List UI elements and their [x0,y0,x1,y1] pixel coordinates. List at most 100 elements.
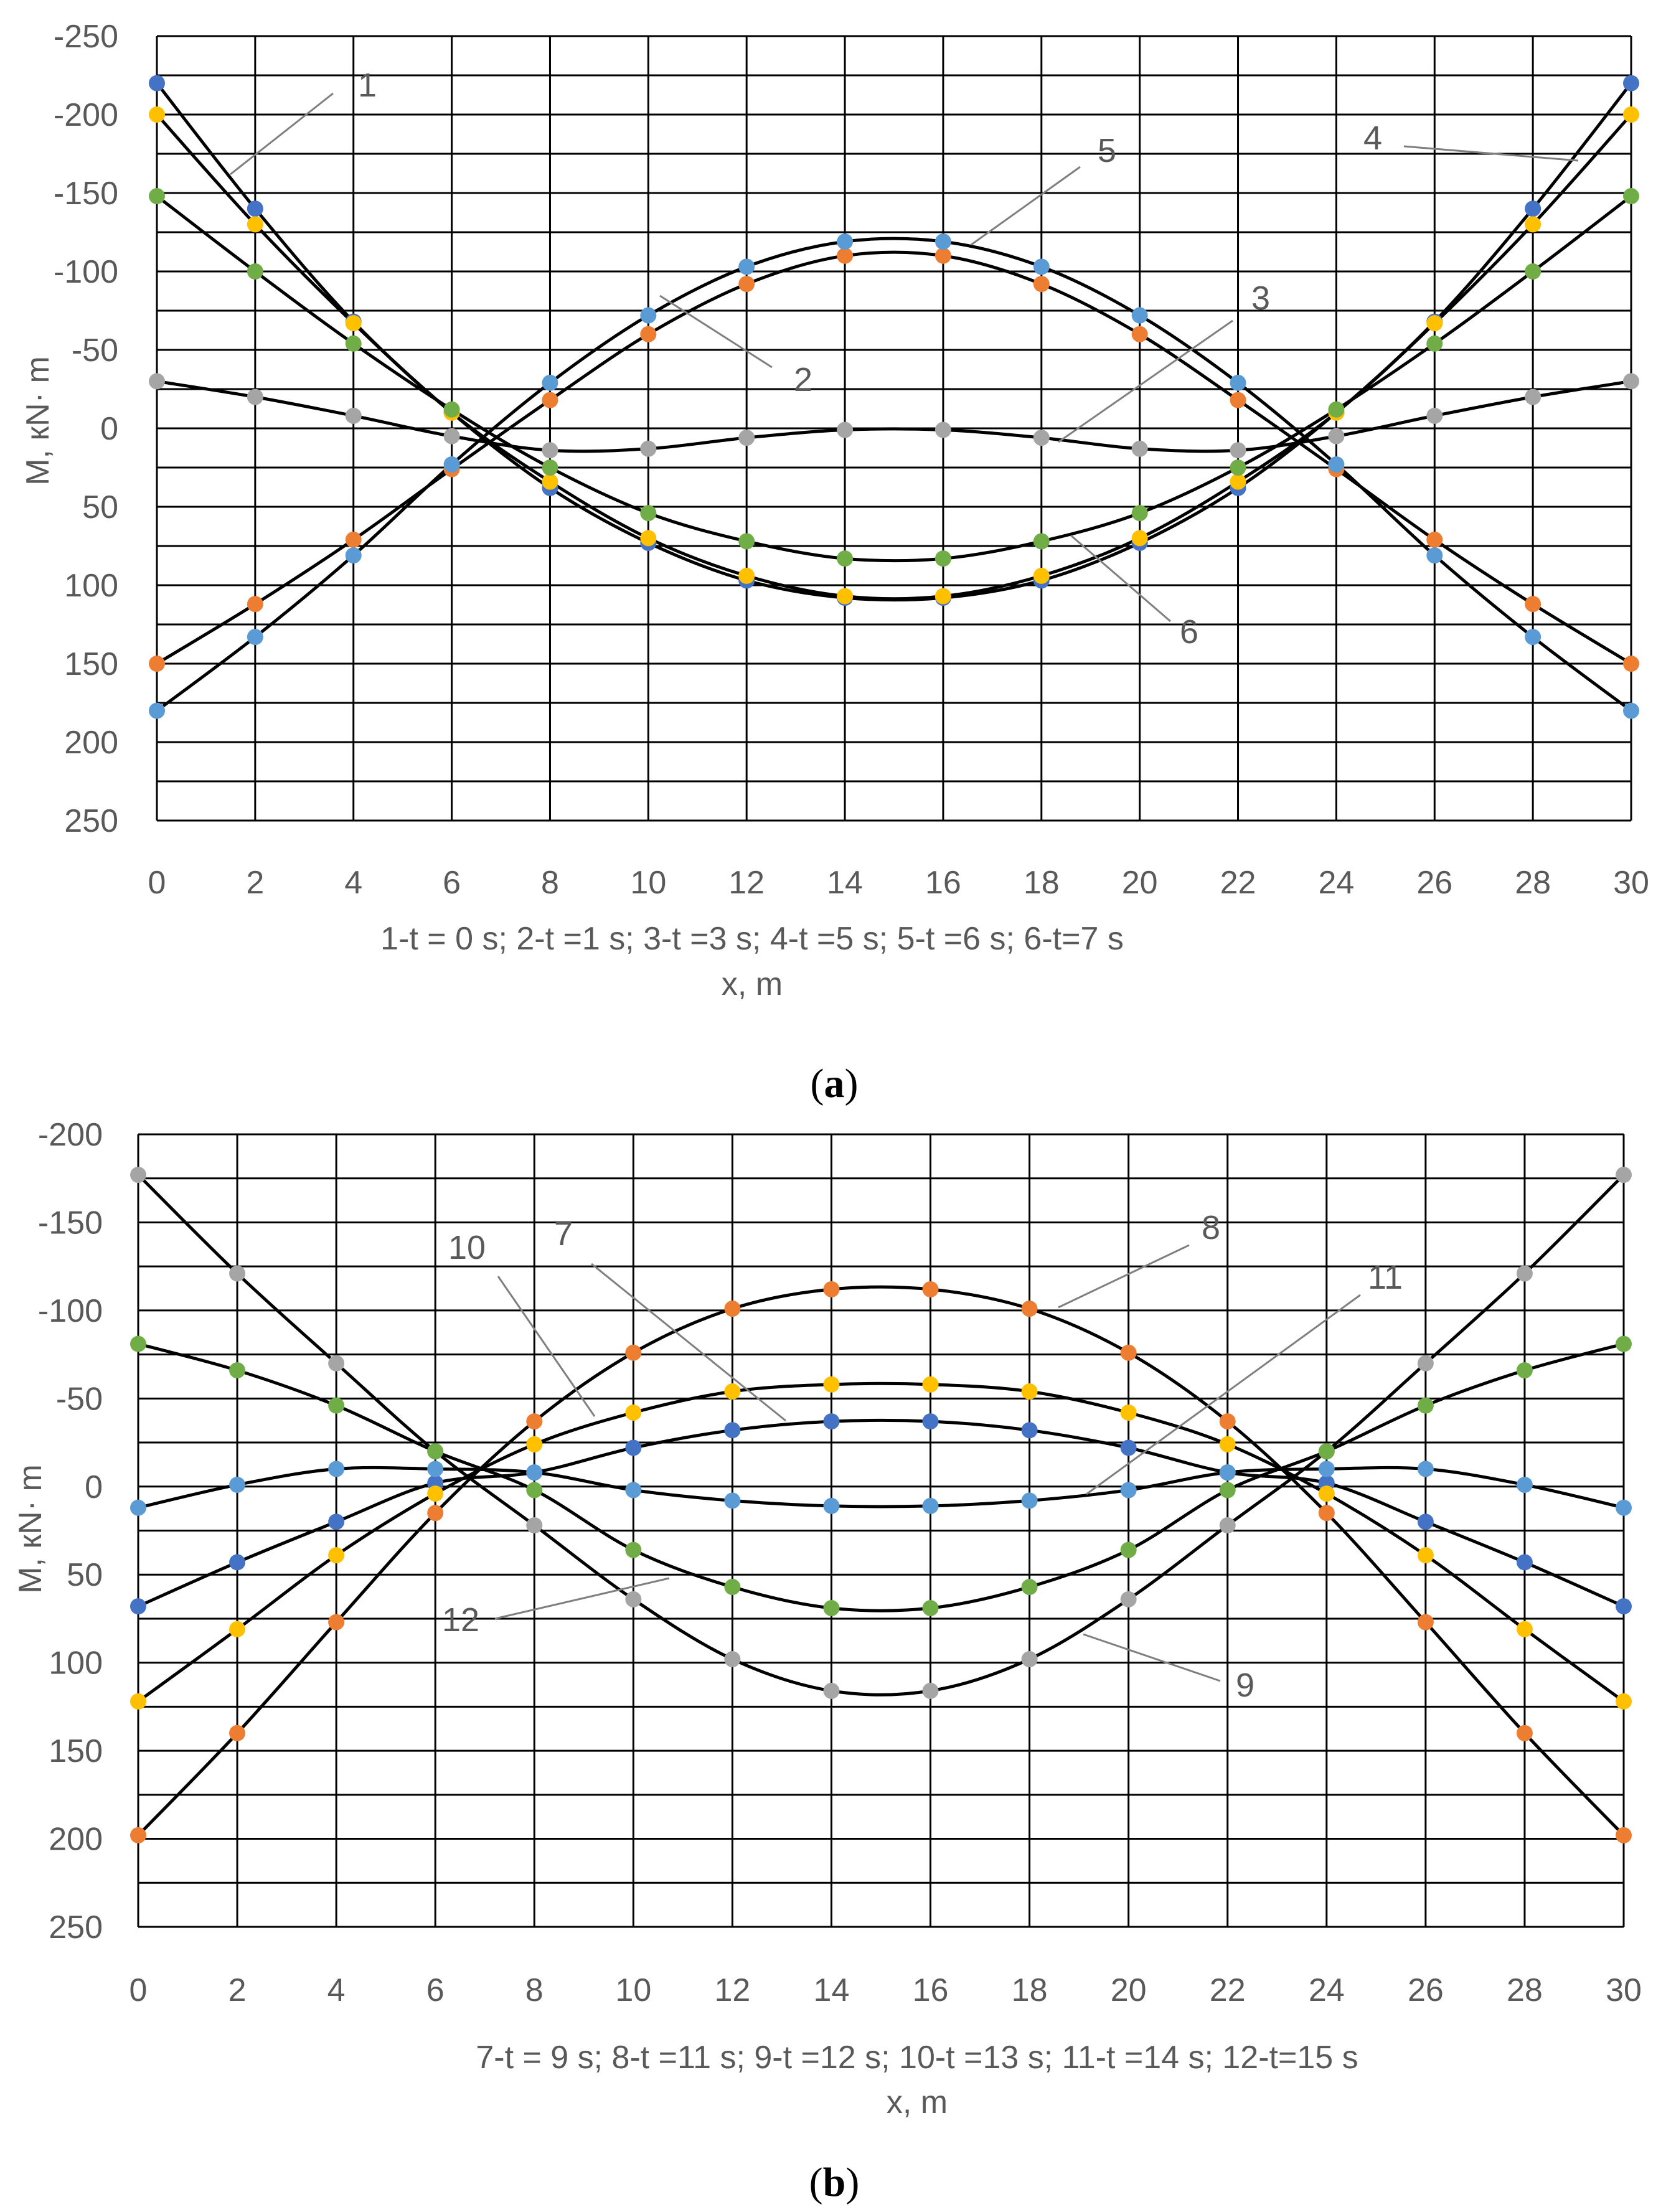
a-point-series-2 [934,247,951,264]
b-point-series-12 [1021,1579,1038,1596]
b-point-series-12 [1318,1443,1335,1460]
b-ytick-label: 200 [49,1822,103,1858]
a-point-series-6 [345,335,362,352]
b-point-series-12 [823,1599,840,1616]
a-point-series-3 [934,421,951,438]
b-point-series-8 [1616,1827,1632,1843]
b-xtick-label: 20 [1111,1972,1147,2008]
b-point-series-11 [1516,1476,1533,1493]
b-point-series-10 [1219,1436,1236,1452]
panel-a-x-axis-label: x, m [722,966,783,1002]
b-point-series-7 [724,1422,741,1439]
b-point-series-7 [229,1554,246,1571]
a-annotation-3: 3 [1251,280,1270,317]
a-point-series-6 [443,401,460,418]
a-xtick-label: 12 [728,865,765,901]
b-point-series-7 [1120,1439,1137,1456]
b-point-series-7 [1021,1422,1038,1439]
a-point-series-5 [1525,629,1542,646]
a-xtick-label: 24 [1318,865,1354,901]
a-xtick-label: 4 [344,865,362,901]
a-point-series-3 [247,388,263,405]
a-point-series-6 [738,533,755,550]
a-point-series-3 [1230,442,1246,459]
a-point-series-6 [934,550,951,567]
b-point-series-12 [1516,1362,1533,1379]
b-leader-11 [1086,1294,1361,1495]
b-leader-7 [591,1263,786,1422]
a-curve-2 [156,250,1632,666]
a-point-series-2 [1131,326,1148,342]
b-point-series-8 [427,1505,444,1522]
a-point-series-3 [1426,407,1443,424]
b-point-series-11 [922,1497,939,1514]
a-point-series-5 [1328,456,1345,473]
a-leader-1 [230,92,334,176]
b-point-series-10 [229,1621,246,1637]
b-point-series-12 [1417,1397,1434,1414]
a-point-series-5 [149,702,165,719]
b-xtick-label: 22 [1210,1972,1246,2008]
b-point-series-9 [526,1517,543,1534]
b-point-series-8 [625,1344,642,1361]
a-ytick-label: 250 [64,803,118,839]
a-point-series-6 [149,188,165,205]
b-point-series-12 [1219,1482,1236,1499]
b-point-series-10 [1318,1485,1335,1502]
b-point-series-12 [229,1362,246,1379]
b-leader-8 [1058,1244,1190,1309]
b-curve-10 [137,1381,1625,1703]
a-point-series-4 [934,588,951,605]
a-leader-4 [1403,145,1579,162]
a-ytick-label: -100 [54,254,118,290]
b-xtick-label: 12 [714,1972,750,2008]
a-point-series-5 [1426,547,1443,564]
a-ytick-label: -50 [72,332,118,369]
panel-a-legend-text: 1-t = 0 s; 2-t =1 s; 3-t =3 s; 4-t =5 s;… [380,921,1124,957]
a-point-series-6 [1328,401,1345,418]
b-point-series-11 [1616,1499,1632,1516]
a-point-series-6 [1426,335,1443,352]
a-point-series-5 [738,258,755,275]
b-point-series-8 [922,1281,939,1297]
a-point-series-4 [1525,216,1542,233]
a-ytick-label: 150 [64,646,118,682]
a-point-series-4 [837,588,854,605]
a-xtick-label: 20 [1122,865,1158,901]
a-point-series-4 [247,216,263,233]
b-point-series-9 [1120,1591,1137,1607]
b-point-series-8 [1318,1505,1335,1522]
a-point-series-5 [345,547,362,564]
panel-b-y-tick-labels: -200 -150 -100 -50 0 50 100 150 200 250 [38,1117,103,1946]
panel-b-grid [137,1133,1625,1928]
b-point-series-10 [922,1376,939,1393]
a-ytick-label: -200 [54,97,118,133]
b-point-series-12 [1616,1335,1632,1352]
a-point-series-5 [1230,374,1246,391]
b-leader-12 [494,1577,670,1620]
b-xtick-label: 24 [1309,1972,1345,2008]
b-curve-8 [137,1285,1625,1837]
a-point-series-3 [1525,388,1542,405]
a-point-series-3 [542,442,558,459]
b-point-series-9 [130,1167,146,1184]
b-point-series-8 [1120,1344,1137,1361]
b-point-series-9 [625,1591,642,1607]
b-point-series-10 [1417,1547,1434,1564]
a-point-series-6 [837,550,854,567]
a-point-series-5 [640,307,657,324]
a-point-series-6 [247,263,263,280]
a-xtick-label: 6 [443,865,461,901]
a-point-series-3 [837,421,854,438]
panel-a-x-tick-labels: 0 2 4 6 8 10 12 14 16 18 20 22 24 26 28 30 [148,865,1649,901]
a-xtick-label: 16 [925,865,961,901]
panel-b-letter: b [823,2160,846,2205]
b-point-series-7 [1516,1554,1533,1571]
a-point-series-5 [837,233,854,250]
b-point-series-12 [1120,1541,1137,1558]
b-point-series-7 [1417,1513,1434,1530]
a-point-series-6 [640,505,657,522]
a-point-series-4 [1131,530,1148,547]
